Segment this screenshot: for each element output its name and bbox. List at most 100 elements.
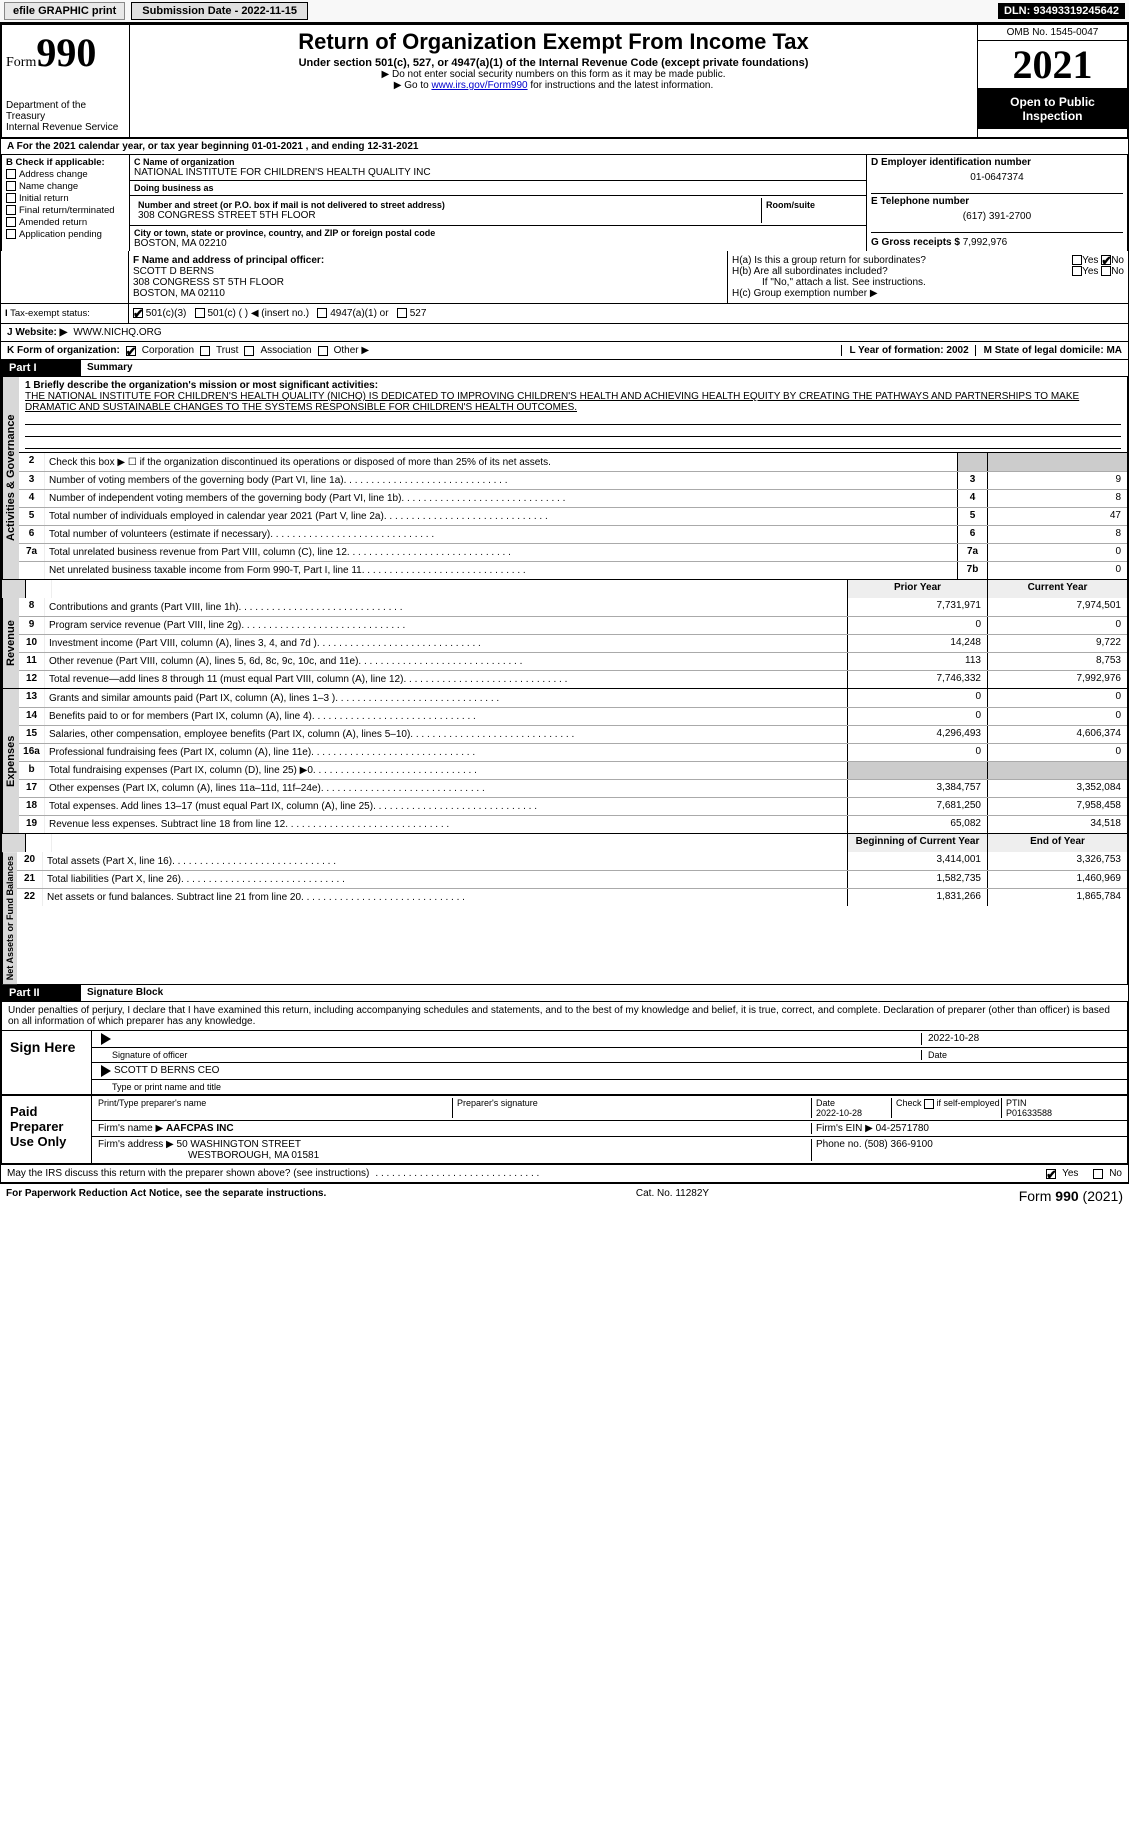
- row-k-form-org: K Form of organization: Corporation Trus…: [0, 342, 1129, 360]
- checkbox-hb-no[interactable]: [1101, 266, 1111, 276]
- lbl-application-pending: Application pending: [19, 229, 102, 240]
- checkbox-501c3[interactable]: [133, 308, 143, 318]
- checkbox-other[interactable]: [318, 346, 328, 356]
- form-word: Form: [6, 55, 36, 70]
- part2-header: Part II Signature Block: [0, 985, 1129, 1002]
- row-prior: 1,582,735: [847, 871, 987, 888]
- checkbox-501c[interactable]: [195, 308, 205, 318]
- checkbox-address-change[interactable]: [6, 169, 16, 179]
- row-num: 14: [19, 708, 45, 725]
- dln-label: DLN: 93493319245642: [998, 3, 1125, 19]
- row-num: 19: [19, 816, 45, 833]
- opt-527: 527: [410, 308, 427, 319]
- part1-header: Part I Summary: [0, 360, 1129, 377]
- checkbox-ha-no[interactable]: [1101, 255, 1111, 265]
- box-h-group: H(a) Is this a group return for subordin…: [728, 251, 1128, 303]
- row-num: 18: [19, 798, 45, 815]
- row-box: 7b: [957, 562, 987, 579]
- lbl-yes2: Yes: [1082, 266, 1098, 277]
- checkbox-self-employed[interactable]: [924, 1099, 934, 1109]
- row-val: 47: [987, 508, 1127, 525]
- row-desc: Total unrelated business revenue from Pa…: [45, 544, 957, 561]
- lbl-firm-name: Firm's name ▶: [98, 1123, 163, 1134]
- lbl-principal-officer: F Name and address of principal officer:: [133, 255, 324, 266]
- form-right-box: OMB No. 1545-0047 2021 Open to Public In…: [977, 25, 1127, 137]
- footer-form-pre: Form: [1019, 1188, 1056, 1204]
- prep-date-value: 2022-10-28: [816, 1108, 862, 1118]
- row-desc: Other revenue (Part VIII, column (A), li…: [45, 653, 847, 670]
- lbl-amended-return: Amended return: [19, 217, 87, 228]
- arrow-icon: [101, 1033, 111, 1045]
- note2-post: for instructions and the latest informat…: [528, 80, 714, 91]
- opt-assoc: Association: [260, 345, 311, 356]
- row-current: 0: [987, 708, 1127, 725]
- row-current: 34,518: [987, 816, 1127, 833]
- paid-preparer-block: Paid Preparer Use Only Print/Type prepar…: [0, 1096, 1129, 1165]
- checkbox-application-pending[interactable]: [6, 229, 16, 239]
- row-prior: 7,746,332: [847, 671, 987, 688]
- row-current: 8,753: [987, 653, 1127, 670]
- checkbox-name-change[interactable]: [6, 181, 16, 191]
- checkbox-4947[interactable]: [317, 308, 327, 318]
- checkbox-assoc[interactable]: [244, 346, 254, 356]
- checkbox-may-yes[interactable]: [1046, 1169, 1056, 1179]
- lbl-telephone: E Telephone number: [871, 196, 969, 207]
- efile-print-button[interactable]: efile GRAPHIC print: [4, 2, 125, 20]
- checkbox-ha-yes[interactable]: [1072, 255, 1082, 265]
- financial-row: 13Grants and similar amounts paid (Part …: [19, 689, 1127, 707]
- opt-other: Other ▶: [334, 345, 369, 356]
- row-num: 15: [19, 726, 45, 743]
- row-current: 0: [987, 689, 1127, 707]
- row-desc: Grants and similar amounts paid (Part IX…: [45, 689, 847, 707]
- row-prior: 7,731,971: [847, 598, 987, 616]
- lbl-yes: Yes: [1082, 255, 1098, 266]
- governance-row: 4Number of independent voting members of…: [19, 489, 1127, 507]
- row-prior: 0: [847, 689, 987, 707]
- section-net-assets: Net Assets or Fund Balances 20Total asse…: [0, 852, 1129, 985]
- checkbox-amended-return[interactable]: [6, 217, 16, 227]
- year-header-row-2: Beginning of Current Year End of Year: [0, 834, 1129, 852]
- governance-row: Net unrelated business taxable income fr…: [19, 561, 1127, 579]
- governance-row: 7aTotal unrelated business revenue from …: [19, 543, 1127, 561]
- section-revenue: Revenue 8Contributions and grants (Part …: [0, 598, 1129, 689]
- lbl-type-print-name: Type or print name and title: [112, 1082, 221, 1092]
- checkbox-corp[interactable]: [126, 346, 136, 356]
- checkbox-may-no[interactable]: [1093, 1169, 1103, 1179]
- row-i-tax-status: I Tax-exempt status: 501(c)(3) 501(c) ( …: [0, 304, 1129, 324]
- gross-receipts-value: 7,992,976: [963, 237, 1008, 248]
- page-footer: For Paperwork Reduction Act Notice, see …: [0, 1183, 1129, 1208]
- lbl-gross-receipts: G Gross receipts $: [871, 237, 960, 248]
- checkbox-527[interactable]: [397, 308, 407, 318]
- vtab-activities: Activities & Governance: [2, 377, 19, 579]
- lbl-firm-addr: Firm's address ▶: [98, 1139, 174, 1150]
- financial-row: 19Revenue less expenses. Subtract line 1…: [19, 815, 1127, 833]
- row-prior: 113: [847, 653, 987, 670]
- row-current: 9,722: [987, 635, 1127, 652]
- lbl-org-name: C Name of organization: [134, 157, 862, 167]
- row-desc: Total number of individuals employed in …: [45, 508, 957, 525]
- checkbox-hb-yes[interactable]: [1072, 266, 1082, 276]
- lbl-final-return: Final return/terminated: [19, 205, 115, 216]
- footer-catno: Cat. No. 11282Y: [636, 1188, 709, 1204]
- arrow-icon-2: [101, 1065, 111, 1077]
- row-prior: 3,414,001: [847, 852, 987, 870]
- checkbox-trust[interactable]: [200, 346, 210, 356]
- row-box: 4: [957, 490, 987, 507]
- checkbox-initial-return[interactable]: [6, 193, 16, 203]
- lbl-may-yes: Yes: [1062, 1168, 1078, 1179]
- row-desc: Investment income (Part VIII, column (A)…: [45, 635, 847, 652]
- row-num: 10: [19, 635, 45, 652]
- row-current: 0: [987, 617, 1127, 634]
- checkbox-final-return[interactable]: [6, 205, 16, 215]
- row-desc: Net assets or fund balances. Subtract li…: [43, 889, 847, 906]
- row-val: 0: [987, 544, 1127, 561]
- irs-form990-link[interactable]: www.irs.gov/Form990: [431, 80, 527, 91]
- lbl-may-no: No: [1109, 1168, 1122, 1179]
- footer-paperwork: For Paperwork Reduction Act Notice, see …: [6, 1188, 326, 1204]
- state-domicile: M State of legal domicile: MA: [984, 345, 1122, 356]
- lbl-preparer-name: Print/Type preparer's name: [98, 1098, 452, 1118]
- row-desc: Total assets (Part X, line 16): [43, 852, 847, 870]
- lbl-name-change: Name change: [19, 181, 78, 192]
- form-note-ssn: ▶ Do not enter social security numbers o…: [138, 69, 969, 80]
- row-num: 2: [19, 453, 45, 471]
